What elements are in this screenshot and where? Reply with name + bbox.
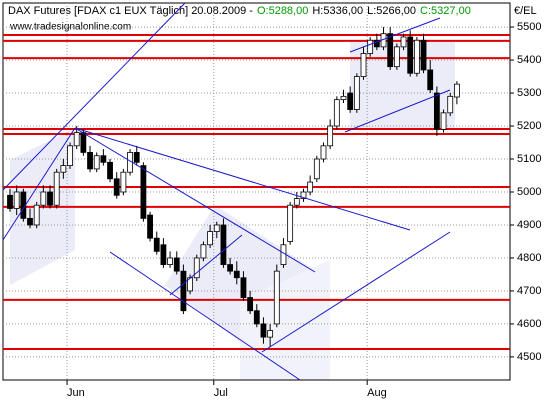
candle-body xyxy=(373,39,380,48)
candle-body xyxy=(393,46,400,68)
candle-body xyxy=(180,270,187,312)
candle-body xyxy=(100,155,107,163)
x-tick-label: Aug xyxy=(367,387,387,399)
candle-body xyxy=(7,194,13,209)
y-axis-label: €/EL xyxy=(514,5,537,17)
x-tick-label: Jul xyxy=(214,387,228,399)
candle-body xyxy=(67,145,73,167)
candle-body xyxy=(113,178,120,196)
candle-body xyxy=(247,297,254,312)
candle-body xyxy=(213,224,220,232)
candle-body xyxy=(240,277,247,298)
candle-body xyxy=(387,33,394,68)
candle-body xyxy=(73,132,80,147)
candle-body xyxy=(33,204,40,226)
y-tick-label: 4500 xyxy=(517,351,541,363)
candle-body xyxy=(327,125,334,147)
candle-body xyxy=(347,92,354,110)
trend-line xyxy=(349,17,441,53)
candle-body xyxy=(167,257,173,265)
title: DAX Futures [FDAX c1 EUX Täglich] 20.08.… xyxy=(8,5,253,17)
candle-body xyxy=(147,214,153,239)
candle-body xyxy=(287,204,294,242)
candle-body xyxy=(313,158,320,180)
candle-body xyxy=(140,165,147,219)
y-tick-label: 4900 xyxy=(517,219,541,231)
y-tick-label: 5100 xyxy=(517,153,541,165)
trend-line xyxy=(261,231,451,353)
candle-body xyxy=(413,39,420,74)
channel-shade xyxy=(240,260,330,380)
quote-value: H:5336,00 xyxy=(312,5,363,17)
y-tick-label: 5500 xyxy=(517,21,541,33)
candle-body xyxy=(200,244,207,259)
candle-body xyxy=(333,99,340,127)
candle-body xyxy=(300,191,307,199)
trend-line xyxy=(74,127,316,273)
candle-body xyxy=(40,191,47,206)
candle-body xyxy=(400,36,407,48)
channel-shade xyxy=(350,40,455,130)
candle-body xyxy=(87,152,93,170)
candle-body xyxy=(407,36,414,74)
y-tick-label: 5400 xyxy=(517,54,541,66)
candle-body xyxy=(447,95,454,114)
candle-body xyxy=(47,191,53,206)
candle-body xyxy=(367,39,374,54)
candle-body xyxy=(453,83,460,98)
y-tick-label: 4600 xyxy=(517,318,541,330)
quote-value: C:5327,00 xyxy=(420,5,471,17)
trend-line xyxy=(169,234,243,296)
candle-body xyxy=(233,270,240,279)
x-tick-label: Jun xyxy=(67,387,85,399)
quote-value: L:5266,00 xyxy=(367,5,416,17)
candle-body xyxy=(27,217,33,226)
candle-body xyxy=(80,132,87,153)
y-tick-label: 5000 xyxy=(517,186,541,198)
trend-lines xyxy=(2,2,451,381)
candle-body xyxy=(420,39,427,71)
candle-body xyxy=(433,92,440,130)
trend-line xyxy=(344,89,451,133)
candle-body xyxy=(207,231,214,246)
candle-body xyxy=(13,191,20,209)
candle-body xyxy=(427,69,434,91)
y-tick-label: 5300 xyxy=(517,87,541,99)
watermark: www.tradesignalonline.com xyxy=(9,22,131,33)
y-tick-label: 4700 xyxy=(517,285,541,297)
candle-body xyxy=(267,330,274,338)
candle-body xyxy=(307,181,314,193)
trend-line xyxy=(2,2,186,191)
trend-line xyxy=(2,127,76,241)
candle-body xyxy=(120,171,127,193)
candle-body xyxy=(293,198,300,206)
quote: O:5288,00 H:5336,00 L:5266,00 C:5327,00 xyxy=(257,5,471,17)
candle-body xyxy=(107,161,113,180)
candle-body xyxy=(133,152,140,163)
candle-body xyxy=(260,323,267,338)
candle-body xyxy=(440,112,447,130)
candle-body xyxy=(340,95,347,101)
candle-body xyxy=(353,76,360,110)
candle-body xyxy=(273,270,280,325)
candle-body xyxy=(60,165,67,173)
y-tick-label: 5200 xyxy=(517,120,541,132)
candle-body xyxy=(153,237,160,252)
candle-body xyxy=(173,257,180,272)
quote-value: O:5288,00 xyxy=(257,5,308,17)
trend-line xyxy=(74,127,411,231)
trend-line xyxy=(109,251,301,381)
candle-body xyxy=(227,264,234,272)
candle-body xyxy=(53,171,60,206)
candle-body xyxy=(93,155,100,170)
candle-body xyxy=(160,244,167,265)
candle-body xyxy=(220,224,227,265)
candle-body xyxy=(320,145,327,160)
candle-body xyxy=(193,257,200,279)
candle-body xyxy=(360,53,367,77)
y-tick-label: 4800 xyxy=(517,252,541,264)
candle-body xyxy=(253,310,260,325)
chart-title: DAX Futures [FDAX c1 EUX Täglich] 20.08.… xyxy=(8,5,471,17)
